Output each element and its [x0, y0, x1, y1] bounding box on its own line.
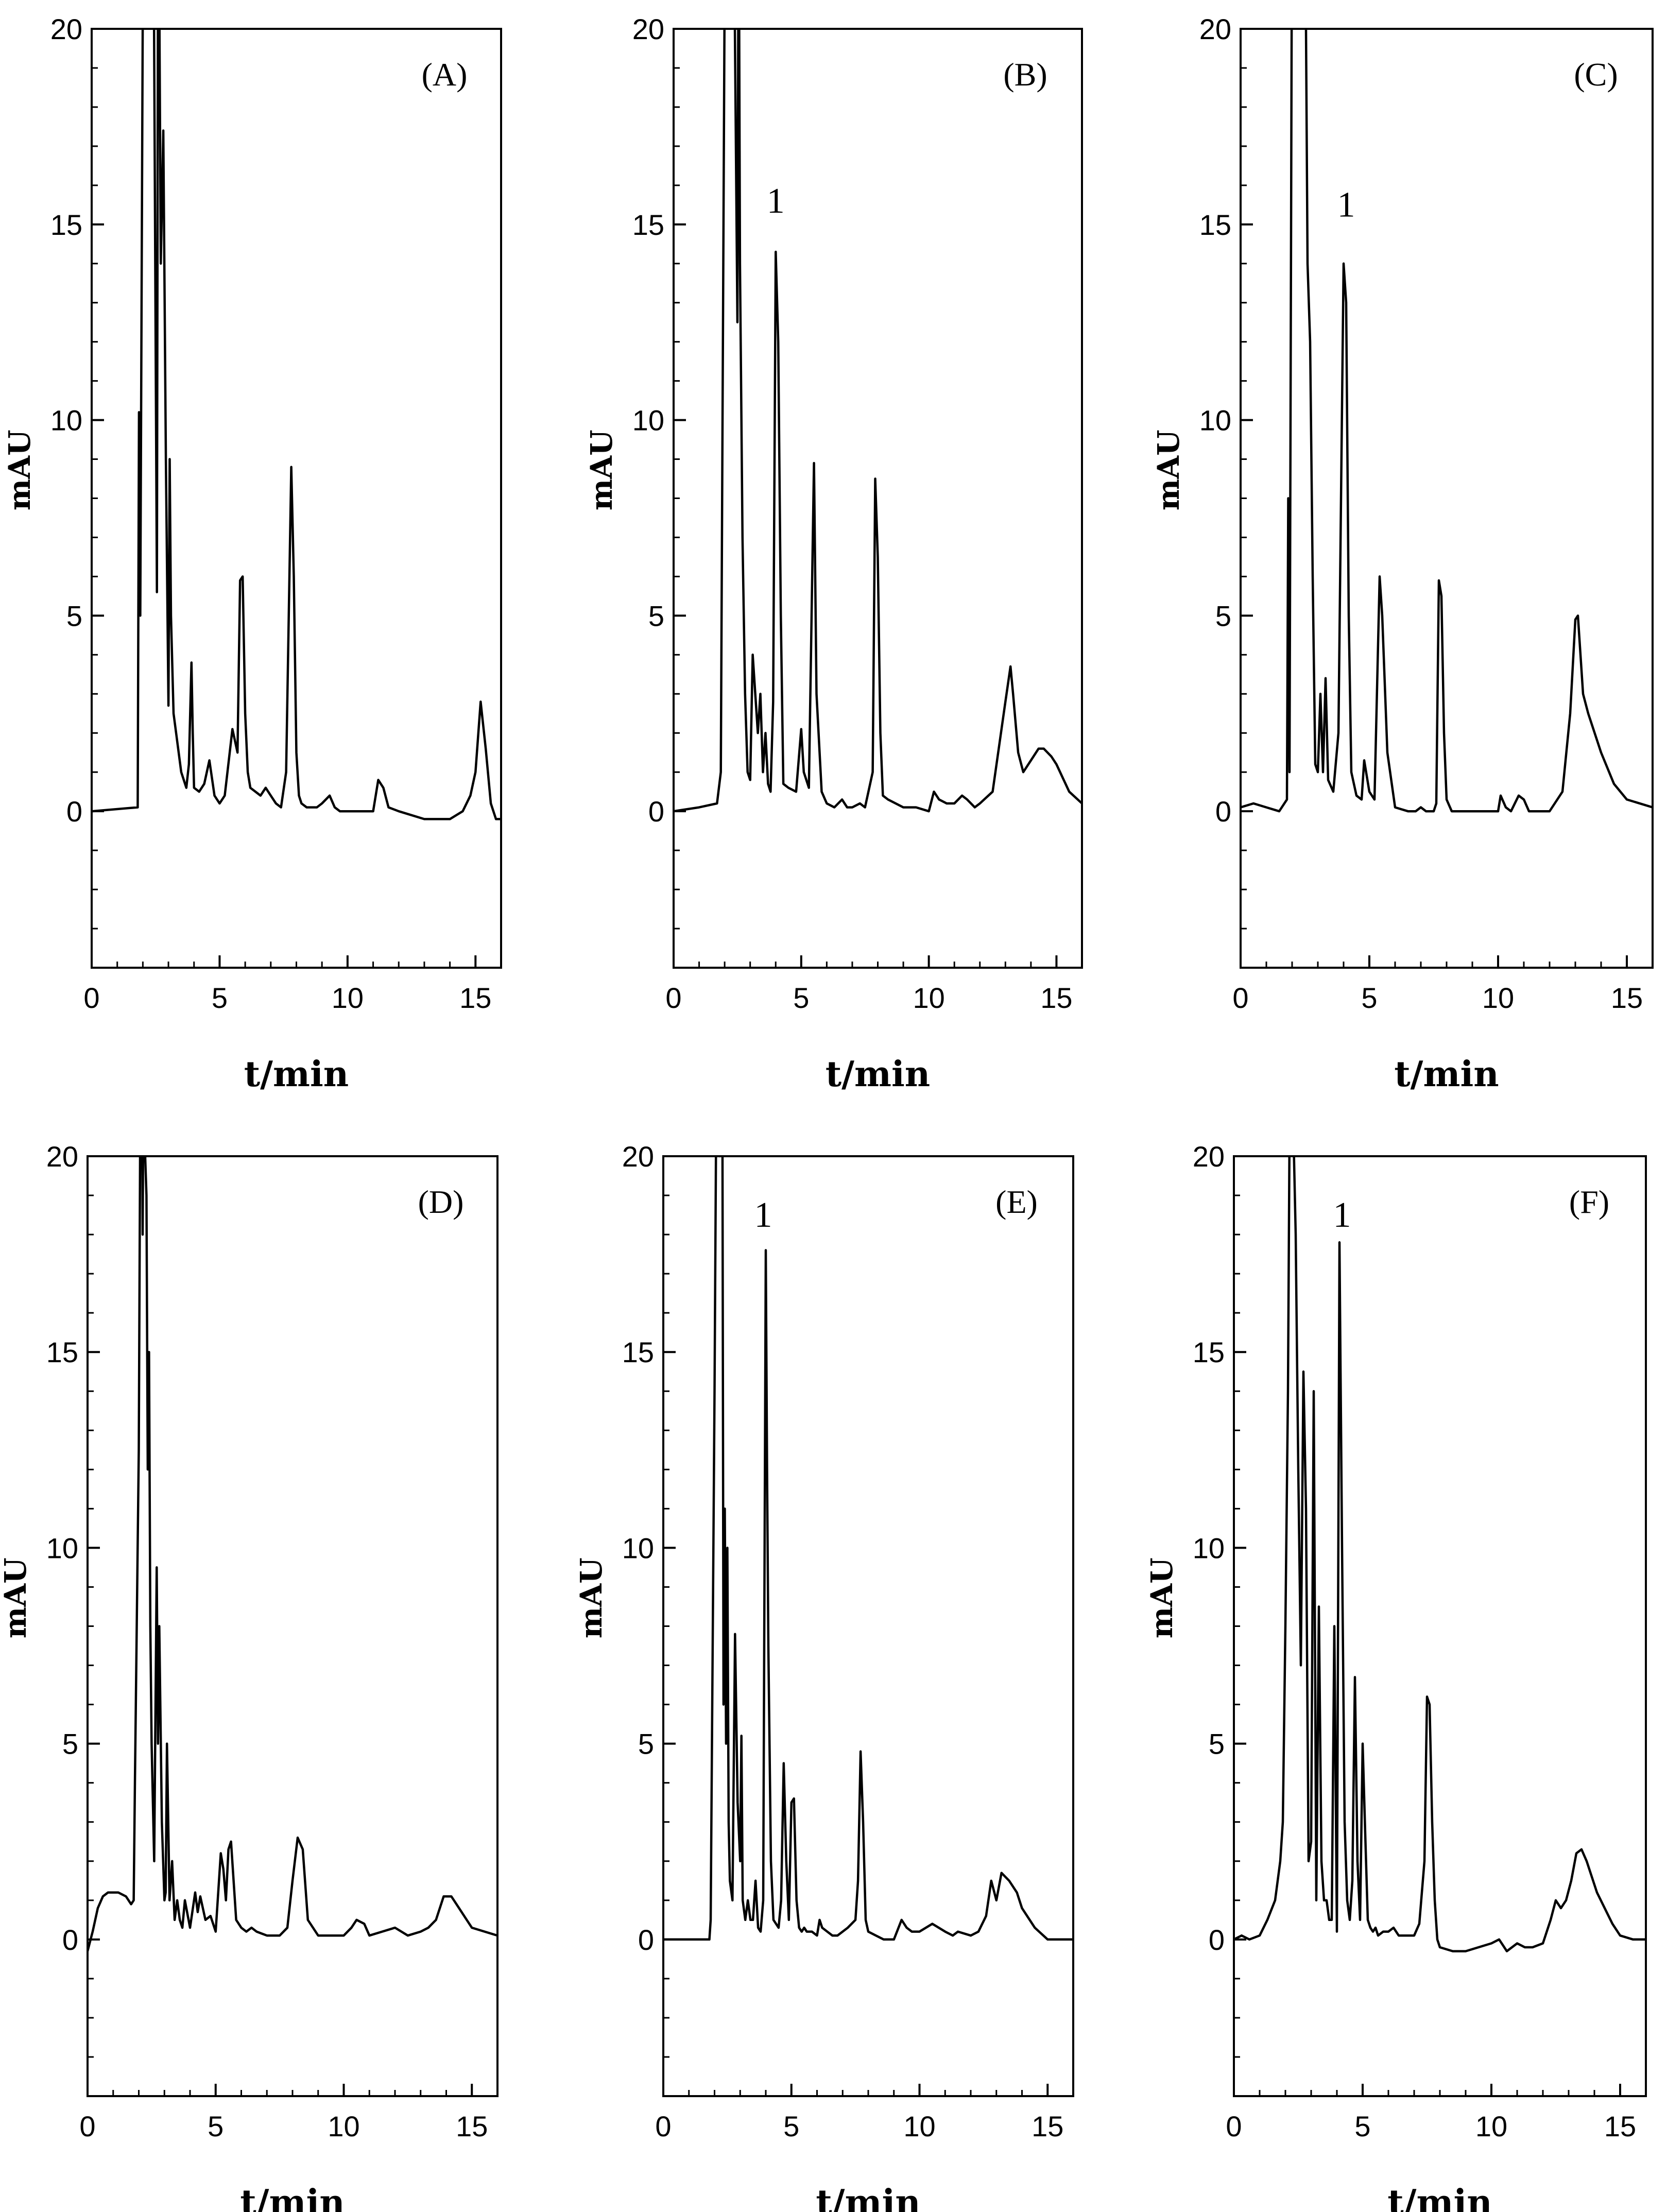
x-axis-label: t/min [816, 2182, 920, 2212]
y-tick-label: 15 [632, 209, 664, 241]
x-tick-label: 10 [913, 982, 944, 1014]
panel-tag: (B) [1003, 56, 1047, 93]
panel-c: 0 5 10 15 20 0 5 10 15 t/min mAU (C) 1 [1151, 13, 1654, 1095]
y-tick-label: 10 [1199, 404, 1231, 437]
y-tick-label: 15 [1193, 1336, 1225, 1368]
peak-label: 1 [754, 1195, 772, 1235]
x-tick-label: 15 [456, 2110, 488, 2142]
series-line-chromatogram [88, 1156, 497, 1952]
x-tick-label: 0 [665, 982, 681, 1014]
panel-tag: (E) [995, 1184, 1038, 1220]
y-axis-label: mAU [2, 430, 37, 510]
series-line-chromatogram [1241, 29, 1653, 813]
y-axis-label: mAU [584, 430, 619, 510]
y-tick-label: 5 [648, 599, 664, 632]
x-tick-label: 0 [1226, 2110, 1242, 2142]
series-line-chromatogram [1234, 1156, 1646, 1952]
peak-label: 1 [1337, 185, 1355, 225]
x-tick-label: 0 [655, 2110, 671, 2142]
panel-tag: (D) [418, 1184, 464, 1220]
x-tick-label: 0 [79, 2110, 95, 2142]
x-tick-label: 5 [212, 982, 228, 1014]
plot-frame [673, 28, 1083, 969]
x-tick-label: 15 [1604, 2110, 1636, 2142]
plot-frame [91, 28, 502, 969]
x-tick-label: 15 [1040, 982, 1072, 1014]
x-tick-label: 15 [1611, 982, 1643, 1014]
x-tick-label: 5 [208, 2110, 224, 2142]
x-axis-label: t/min [1394, 1054, 1499, 1095]
x-tick-label: 5 [1361, 982, 1377, 1014]
series-line-chromatogram [92, 29, 501, 820]
x-tick-label: 5 [793, 982, 809, 1014]
y-tick-label: 10 [632, 404, 664, 437]
x-axis-label: t/min [240, 2182, 345, 2212]
x-tick-label: 15 [1032, 2110, 1063, 2142]
plot-frame [1240, 28, 1654, 969]
x-tick-label: 15 [459, 982, 491, 1014]
y-tick-label: 5 [62, 1728, 78, 1760]
y-tick-label: 15 [622, 1336, 654, 1368]
y-tick-label: 20 [1199, 13, 1231, 45]
y-tick-label: 20 [622, 1140, 654, 1173]
y-axis-label: mAU [1151, 430, 1186, 510]
x-tick-label: 5 [1354, 2110, 1370, 2142]
x-axis-label: t/min [826, 1054, 930, 1095]
y-tick-label: 0 [66, 795, 82, 828]
panel-e: 0 5 10 15 20 0 5 10 15 t/min mAU (E) 1 [574, 1140, 1074, 2212]
y-axis-label: mAU [0, 1557, 33, 1638]
y-tick-label: 0 [62, 1924, 78, 1956]
panel-tag: (A) [422, 56, 468, 93]
series-line-chromatogram [663, 1156, 1073, 1941]
peak-label: 1 [767, 181, 785, 221]
peak-label: 1 [1333, 1195, 1351, 1235]
y-tick-label: 15 [50, 209, 82, 241]
x-tick-label: 10 [1482, 982, 1514, 1014]
y-tick-label: 10 [622, 1532, 654, 1564]
y-tick-label: 0 [1215, 795, 1231, 828]
y-tick-label: 0 [648, 795, 664, 828]
x-tick-label: 10 [1475, 2110, 1507, 2142]
y-tick-label: 15 [1199, 209, 1231, 241]
y-tick-label: 5 [66, 599, 82, 632]
y-tick-label: 5 [638, 1728, 654, 1760]
y-tick-label: 5 [1215, 599, 1231, 632]
x-axis-label: t/min [244, 1054, 349, 1095]
y-tick-label: 20 [46, 1140, 78, 1173]
y-tick-label: 10 [1193, 1532, 1225, 1564]
x-tick-label: 10 [903, 2110, 935, 2142]
panel-tag: (C) [1574, 56, 1618, 93]
plot-frame [87, 1155, 499, 2097]
x-axis-label: t/min [1387, 2182, 1492, 2212]
y-axis-label: mAU [574, 1557, 609, 1638]
panel-b: 0 5 10 15 20 0 5 10 15 t/min mAU (B) 1 [584, 13, 1083, 1095]
panel-a: 0 5 10 15 20 0 5 10 15 t/min mAU (A) [2, 13, 502, 1095]
x-tick-label: 5 [783, 2110, 799, 2142]
y-tick-label: 10 [46, 1532, 78, 1564]
x-tick-label: 10 [328, 2110, 359, 2142]
y-tick-label: 0 [1209, 1924, 1225, 1956]
y-tick-label: 20 [1193, 1140, 1225, 1173]
panel-d: 0 5 10 15 20 0 5 10 15 t/min mAU (D) [0, 1140, 499, 2212]
y-tick-label: 20 [50, 13, 82, 45]
y-tick-label: 5 [1209, 1728, 1225, 1760]
y-tick-label: 20 [632, 13, 664, 45]
y-tick-label: 15 [46, 1336, 78, 1368]
x-tick-label: 0 [1232, 982, 1248, 1014]
x-tick-label: 10 [332, 982, 364, 1014]
panel-tag: (F) [1569, 1184, 1609, 1220]
y-tick-label: 10 [50, 404, 82, 437]
x-tick-label: 0 [83, 982, 99, 1014]
y-tick-label: 0 [638, 1924, 654, 1956]
panel-f: 0 5 10 15 20 0 5 10 15 t/min mAU (F) 1 [1144, 1140, 1647, 2212]
y-axis-label: mAU [1144, 1557, 1179, 1638]
series-line-chromatogram [674, 29, 1082, 813]
